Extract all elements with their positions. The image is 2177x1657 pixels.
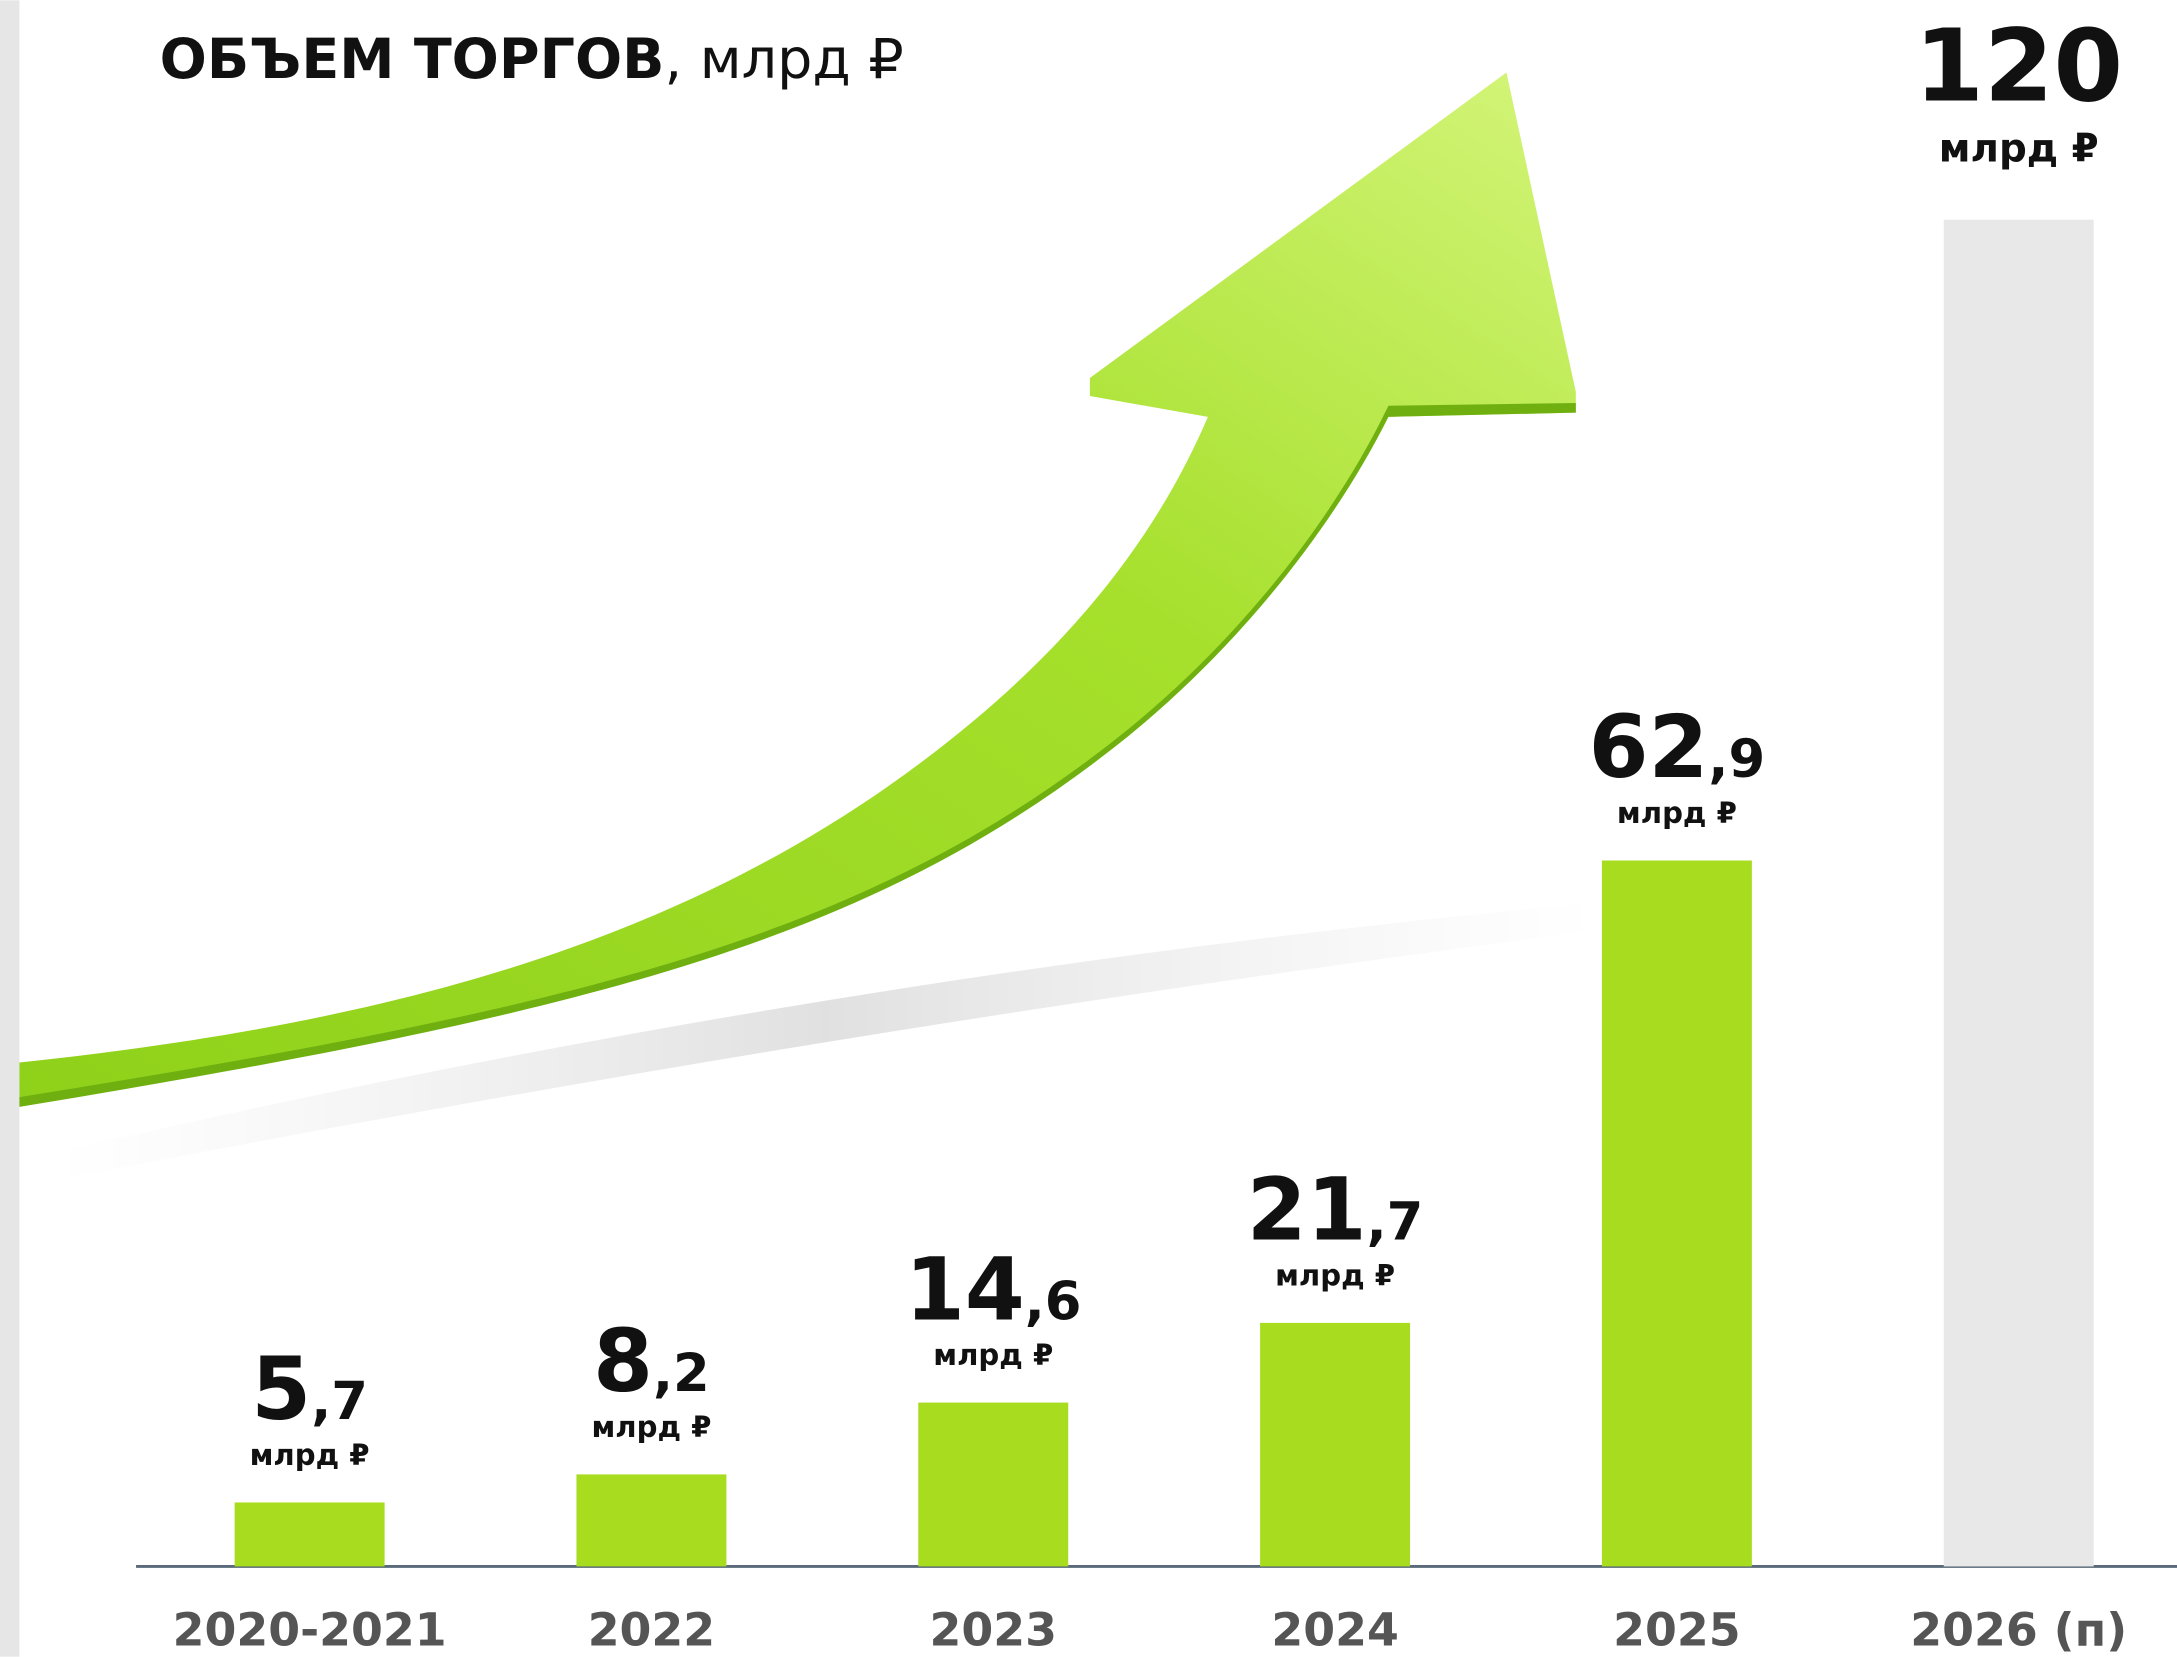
value-label: 14,6 xyxy=(905,1240,1082,1340)
chart-title: ОБЪЕМ ТОРГОВ, млрд ₽ xyxy=(160,27,904,92)
value-label: 21,7 xyxy=(1247,1161,1424,1261)
value-label: 62,9 xyxy=(1589,698,1766,798)
bar xyxy=(1260,1322,1411,1567)
x-tick-label: 2023 xyxy=(930,1603,1057,1657)
value-unit: млрд ₽ xyxy=(1617,796,1737,830)
arrow-edge xyxy=(19,402,1576,1107)
x-tick-label: 2022 xyxy=(588,1603,715,1657)
bar xyxy=(1943,219,2094,1567)
bar xyxy=(576,1474,727,1567)
bar xyxy=(234,1502,385,1567)
x-tick-label: 2020-2021 xyxy=(173,1603,447,1657)
value-label: 120 xyxy=(1914,7,2123,124)
value-unit: млрд ₽ xyxy=(1939,126,2099,171)
bar xyxy=(1601,860,1752,1567)
value-label: 5,7 xyxy=(251,1340,368,1440)
value-unit: млрд ₽ xyxy=(933,1338,1053,1372)
value-unit: млрд ₽ xyxy=(1275,1258,1395,1292)
left-edge xyxy=(0,0,20,1657)
x-tick-label: 2024 xyxy=(1271,1603,1398,1657)
value-unit: млрд ₽ xyxy=(591,1410,711,1444)
arrow xyxy=(19,72,1576,1105)
arrow-shadow xyxy=(55,902,1597,1181)
x-tick-label: 2025 xyxy=(1613,1603,1740,1657)
value-unit: млрд ₽ xyxy=(250,1438,370,1472)
value-label: 8,2 xyxy=(593,1312,710,1412)
x-tick-label: 2026 (п) xyxy=(1910,1603,2127,1657)
bar xyxy=(918,1402,1069,1567)
